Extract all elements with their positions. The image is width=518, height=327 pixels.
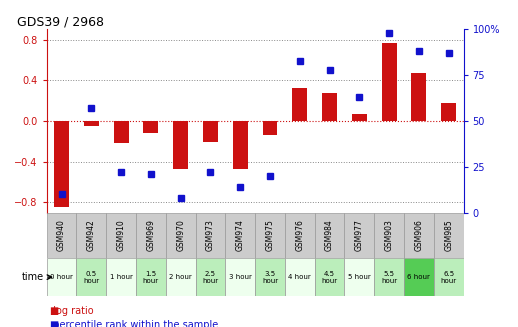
Bar	[225, 213, 255, 258]
Bar	[315, 258, 344, 296]
Text: 5 hour: 5 hour	[348, 274, 371, 280]
Bar	[344, 213, 374, 258]
Text: GSM976: GSM976	[295, 219, 304, 251]
Bar	[143, 121, 159, 133]
Text: GSM910: GSM910	[117, 219, 125, 251]
Bar	[285, 258, 315, 296]
Bar	[47, 258, 77, 296]
Bar	[77, 258, 106, 296]
Text: ■: ■	[49, 320, 59, 327]
Bar	[225, 258, 255, 296]
Bar	[315, 213, 344, 258]
Bar	[196, 213, 225, 258]
Text: GSM942: GSM942	[87, 219, 96, 251]
Bar	[374, 258, 404, 296]
Bar	[136, 258, 166, 296]
Text: time: time	[22, 272, 44, 282]
Bar	[136, 213, 166, 258]
Bar	[352, 114, 367, 121]
Bar	[322, 93, 337, 121]
Bar	[54, 121, 69, 207]
Text: 4 hour: 4 hour	[289, 274, 311, 280]
Bar	[382, 43, 397, 121]
Text: GDS39 / 2968: GDS39 / 2968	[18, 15, 105, 28]
Bar	[441, 103, 456, 121]
Text: ■: ■	[49, 306, 59, 316]
Bar	[106, 258, 136, 296]
Bar	[233, 121, 248, 169]
Text: GSM977: GSM977	[355, 219, 364, 251]
Bar	[196, 258, 225, 296]
Text: 1 hour: 1 hour	[110, 274, 133, 280]
Text: GSM970: GSM970	[176, 219, 185, 251]
Text: GSM940: GSM940	[57, 219, 66, 251]
Text: 2.5
hour: 2.5 hour	[203, 271, 219, 284]
Text: 3 hour: 3 hour	[229, 274, 252, 280]
Bar	[344, 258, 374, 296]
Text: GSM975: GSM975	[266, 219, 275, 251]
Bar	[285, 213, 315, 258]
Text: 0.5
hour: 0.5 hour	[83, 271, 99, 284]
Bar	[84, 121, 99, 126]
Bar	[255, 258, 285, 296]
Bar	[292, 88, 307, 121]
Text: GSM973: GSM973	[206, 219, 215, 251]
Bar	[166, 258, 196, 296]
Bar	[47, 213, 77, 258]
Text: 2 hour: 2 hour	[169, 274, 192, 280]
Bar	[374, 213, 404, 258]
Bar	[173, 121, 188, 169]
Text: GSM906: GSM906	[414, 219, 423, 251]
Text: percentile rank within the sample: percentile rank within the sample	[47, 320, 218, 327]
Text: 3.5
hour: 3.5 hour	[262, 271, 278, 284]
Bar	[203, 121, 218, 142]
Bar	[434, 258, 464, 296]
Text: GSM969: GSM969	[147, 219, 155, 251]
Bar	[106, 213, 136, 258]
Text: 4.5
hour: 4.5 hour	[322, 271, 338, 284]
Text: 6.5
hour: 6.5 hour	[441, 271, 457, 284]
Text: 1.5
hour: 1.5 hour	[143, 271, 159, 284]
Text: 5.5
hour: 5.5 hour	[381, 271, 397, 284]
Bar	[404, 258, 434, 296]
Bar	[411, 73, 426, 121]
Text: GSM984: GSM984	[325, 219, 334, 251]
Bar	[113, 121, 128, 143]
Text: 0 hour: 0 hour	[50, 274, 73, 280]
Text: log ratio: log ratio	[47, 306, 93, 316]
Text: GSM903: GSM903	[385, 219, 394, 251]
Text: 6 hour: 6 hour	[408, 274, 430, 280]
Bar	[166, 213, 196, 258]
Text: GSM974: GSM974	[236, 219, 244, 251]
Bar	[255, 213, 285, 258]
Bar	[263, 121, 278, 135]
Bar	[404, 213, 434, 258]
Text: GSM985: GSM985	[444, 219, 453, 251]
Bar	[434, 213, 464, 258]
Bar	[77, 213, 106, 258]
